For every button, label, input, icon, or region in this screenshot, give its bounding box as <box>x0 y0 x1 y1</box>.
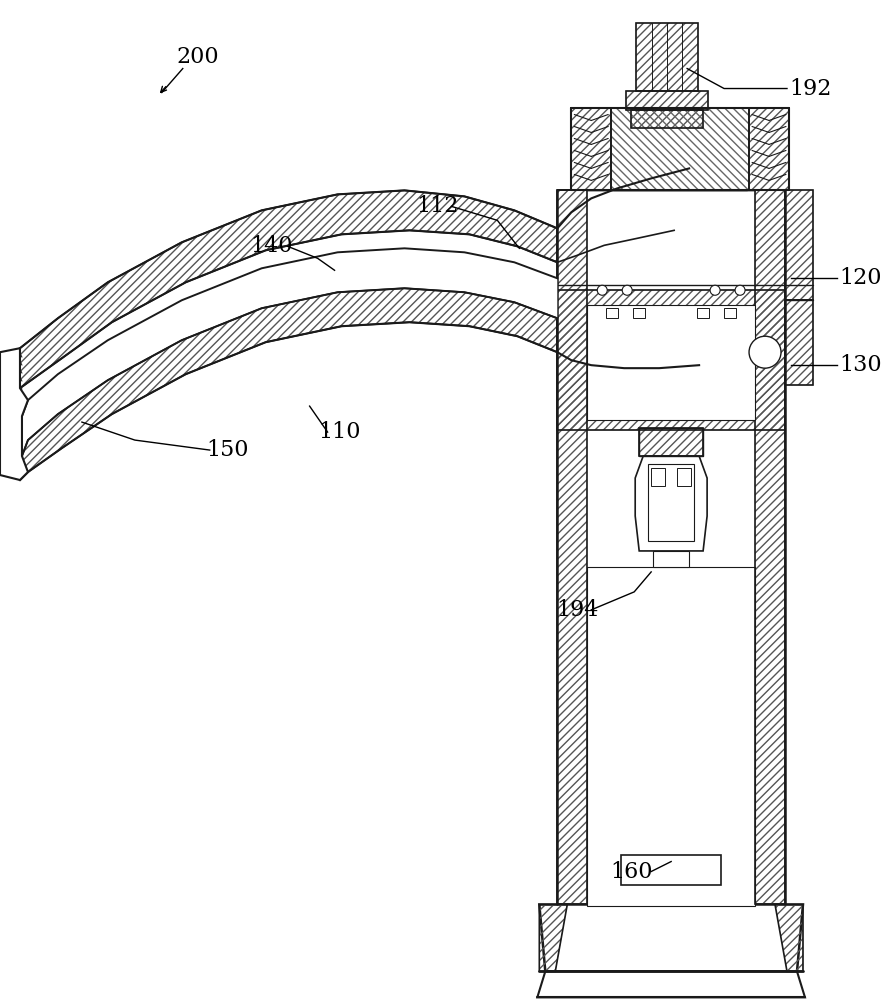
Polygon shape <box>724 308 736 318</box>
Polygon shape <box>587 305 755 420</box>
Circle shape <box>622 285 633 295</box>
Text: 120: 120 <box>839 267 881 289</box>
Text: 112: 112 <box>416 195 459 217</box>
Polygon shape <box>587 190 755 904</box>
Polygon shape <box>539 904 803 971</box>
Polygon shape <box>677 468 691 486</box>
Polygon shape <box>697 308 709 318</box>
Text: 160: 160 <box>610 861 652 883</box>
Text: 140: 140 <box>250 235 293 257</box>
Text: 194: 194 <box>556 599 599 621</box>
Circle shape <box>710 285 720 295</box>
Text: 192: 192 <box>789 78 831 100</box>
Circle shape <box>597 285 608 295</box>
Polygon shape <box>606 308 618 318</box>
Polygon shape <box>651 468 666 486</box>
Text: 150: 150 <box>207 439 249 461</box>
Polygon shape <box>587 567 755 906</box>
Circle shape <box>749 336 781 368</box>
Polygon shape <box>0 348 28 480</box>
Polygon shape <box>648 464 694 541</box>
Polygon shape <box>635 456 707 551</box>
Polygon shape <box>653 551 689 567</box>
Text: 200: 200 <box>176 46 219 68</box>
Text: 110: 110 <box>318 421 361 443</box>
Polygon shape <box>634 308 645 318</box>
Polygon shape <box>22 248 557 456</box>
Text: 130: 130 <box>839 354 881 376</box>
Polygon shape <box>621 855 721 885</box>
Circle shape <box>735 285 745 295</box>
Polygon shape <box>537 971 805 997</box>
